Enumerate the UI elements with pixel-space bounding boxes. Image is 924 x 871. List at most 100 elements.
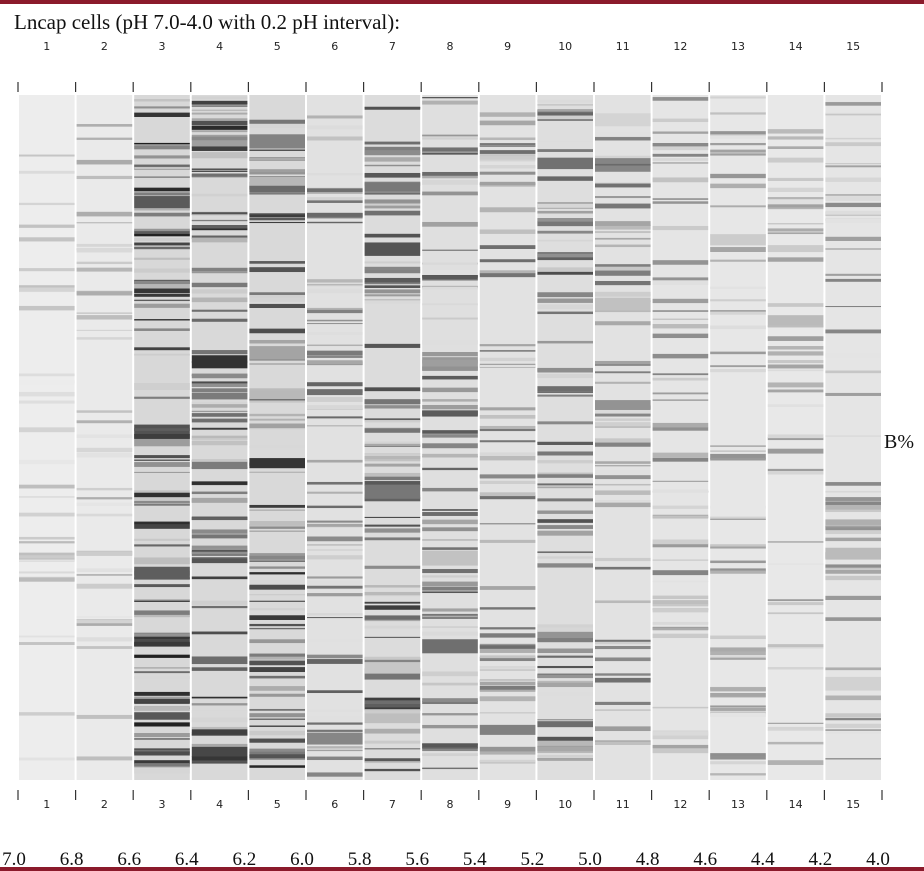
band xyxy=(825,202,881,208)
band xyxy=(249,149,305,151)
band xyxy=(364,659,421,674)
band xyxy=(537,721,593,728)
band xyxy=(364,441,421,446)
band xyxy=(479,689,536,692)
band xyxy=(479,137,536,141)
band xyxy=(134,599,190,601)
band xyxy=(19,237,75,242)
band xyxy=(767,434,824,439)
band xyxy=(422,527,478,532)
band xyxy=(134,319,190,321)
band xyxy=(249,423,305,429)
band xyxy=(825,564,881,568)
band xyxy=(307,197,363,202)
band xyxy=(134,497,190,501)
band xyxy=(422,303,478,306)
band xyxy=(710,368,766,373)
band xyxy=(191,534,248,539)
band xyxy=(767,437,824,441)
band xyxy=(364,182,421,192)
band xyxy=(595,297,651,312)
band xyxy=(76,267,133,272)
band xyxy=(595,490,651,495)
lane xyxy=(307,95,363,780)
band xyxy=(422,179,478,185)
band xyxy=(422,509,478,511)
band xyxy=(134,722,190,727)
band xyxy=(537,304,593,310)
band xyxy=(537,373,593,379)
band xyxy=(191,558,248,564)
band xyxy=(537,311,593,315)
band xyxy=(249,675,305,679)
band xyxy=(249,157,305,161)
band xyxy=(191,350,248,355)
band xyxy=(710,568,766,572)
band xyxy=(422,352,478,364)
band xyxy=(652,516,709,518)
band xyxy=(76,137,133,140)
band xyxy=(249,751,305,756)
lane-number: 5 xyxy=(274,40,281,53)
band xyxy=(191,427,248,430)
band xyxy=(134,671,190,674)
band xyxy=(307,576,363,579)
band xyxy=(825,210,881,215)
band xyxy=(652,427,709,431)
band xyxy=(134,166,190,170)
band xyxy=(537,530,593,536)
band xyxy=(422,430,478,434)
band xyxy=(652,277,709,281)
band xyxy=(767,346,824,350)
band xyxy=(134,676,190,680)
band xyxy=(479,229,536,234)
band xyxy=(364,242,421,256)
band xyxy=(191,756,248,761)
band xyxy=(191,103,248,106)
ph-label: 7.0 xyxy=(2,849,26,870)
band xyxy=(652,633,709,639)
band xyxy=(249,427,305,430)
band xyxy=(710,205,766,208)
band xyxy=(710,365,766,368)
ph-label: 5.6 xyxy=(405,849,429,870)
band xyxy=(537,648,593,654)
band xyxy=(537,276,593,280)
band xyxy=(134,155,190,159)
band xyxy=(479,495,536,500)
band xyxy=(767,722,824,724)
band xyxy=(710,755,766,760)
band xyxy=(249,169,305,173)
band xyxy=(191,710,248,714)
band xyxy=(191,435,248,440)
band xyxy=(422,359,478,371)
band xyxy=(537,367,593,373)
band xyxy=(191,410,248,413)
band xyxy=(652,158,709,161)
band xyxy=(537,674,593,679)
band xyxy=(76,175,133,180)
band xyxy=(191,136,248,141)
band xyxy=(191,282,248,288)
band xyxy=(134,428,190,431)
band xyxy=(191,120,248,126)
band xyxy=(364,300,421,304)
band xyxy=(422,512,478,516)
band xyxy=(307,536,363,542)
band xyxy=(364,524,421,527)
band xyxy=(307,307,363,310)
band xyxy=(825,163,881,165)
band xyxy=(479,185,536,187)
band xyxy=(479,751,536,755)
band xyxy=(595,131,651,137)
band xyxy=(191,491,248,495)
band xyxy=(191,743,248,747)
lane-number: 1 xyxy=(43,798,50,811)
band xyxy=(710,247,766,253)
band xyxy=(76,243,133,247)
band xyxy=(422,698,478,702)
band xyxy=(249,170,305,175)
band xyxy=(595,184,651,188)
band xyxy=(825,723,881,728)
